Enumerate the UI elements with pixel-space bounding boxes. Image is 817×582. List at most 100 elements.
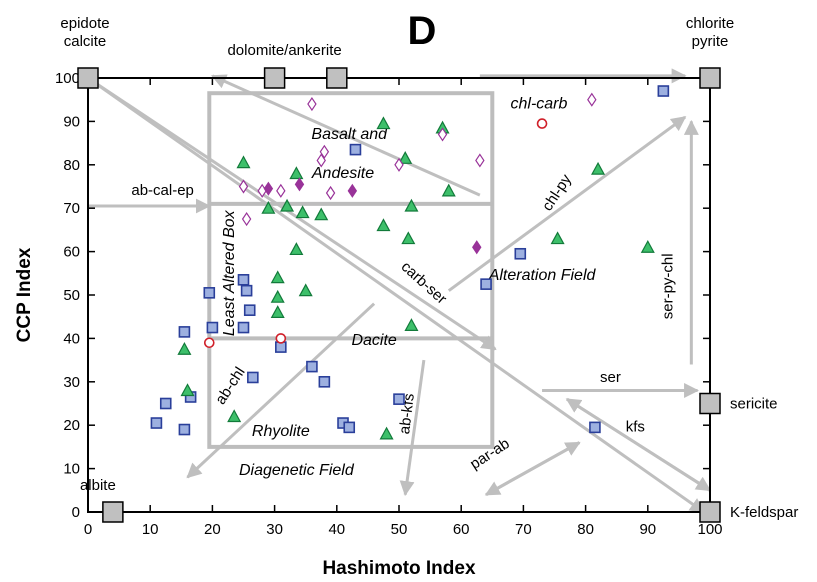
triangle-point <box>441 183 456 197</box>
vector-label: kfs <box>626 419 645 436</box>
open-diamond-point <box>319 144 330 159</box>
x-tick-label: 10 <box>142 521 159 538</box>
filled-diamond-point <box>294 177 305 192</box>
end-member-label: sericite <box>730 396 778 413</box>
triangle-point <box>270 289 285 303</box>
triangle-point <box>177 341 192 355</box>
triangle-point <box>550 231 565 245</box>
x-tick-label: 100 <box>697 521 722 538</box>
x-tick-label: 40 <box>328 521 345 538</box>
y-tick-label: 70 <box>63 200 80 217</box>
y-tick-label: 90 <box>63 113 80 130</box>
open-diamond-point <box>316 153 326 168</box>
y-tick-label: 60 <box>63 244 80 261</box>
square-point <box>247 371 259 384</box>
triangle-point <box>640 240 655 253</box>
end-member-label: epidote <box>60 15 109 32</box>
x-tick-label: 20 <box>204 521 221 538</box>
alteration-vector <box>399 359 426 497</box>
open-diamond-point <box>325 185 336 201</box>
field-label: Dacite <box>351 332 396 349</box>
vector-label: ser-py-chl <box>660 253 677 319</box>
end-member-square <box>699 67 721 89</box>
end-member-label: pyrite <box>692 33 729 50</box>
x-tick-label: 90 <box>639 521 656 538</box>
square-point <box>306 360 318 373</box>
triangle-point <box>227 409 242 423</box>
field-label: Andesite <box>311 165 374 182</box>
square-point <box>480 278 492 290</box>
triangle-point <box>376 116 391 130</box>
square-point <box>206 321 219 334</box>
filled-diamond-point <box>263 181 274 196</box>
vector-label: par-ab <box>467 435 513 473</box>
field-label: Basalt and <box>311 126 388 143</box>
open-diamond-point <box>394 157 404 172</box>
x-tick-label: 30 <box>266 521 283 538</box>
triangle-point <box>295 205 310 219</box>
least-altered-box-outline <box>207 91 495 449</box>
open-circle-point <box>536 118 548 129</box>
end-member-square <box>699 392 721 415</box>
field-label: Rhyolite <box>252 423 310 440</box>
triangle-point <box>314 207 329 221</box>
square-point <box>514 247 527 260</box>
alteration-vector <box>484 441 581 496</box>
vector-label: ab-cal-ep <box>131 182 194 199</box>
end-member-square <box>77 67 99 89</box>
y-tick-label: 20 <box>63 417 80 434</box>
square-point <box>657 85 670 97</box>
least-altered-box <box>207 91 495 449</box>
square-point <box>240 284 253 297</box>
alteration-vectors <box>87 68 712 514</box>
triangle-point <box>280 198 295 212</box>
vector-label: ser <box>600 369 621 386</box>
data-points <box>150 85 670 440</box>
x-axis-ticks: 0 10 20 30 40 50 60 70 80 90 100 <box>84 78 723 538</box>
open-diamond-point <box>307 96 317 112</box>
y-tick-label: 50 <box>63 287 80 304</box>
triangle-point <box>261 200 276 214</box>
triangle-point <box>270 270 285 284</box>
triangle-point <box>379 426 394 440</box>
triangle-point <box>298 283 313 297</box>
square-point <box>178 423 191 436</box>
field-label: Diagenetic Field <box>239 462 355 479</box>
vector-label: ab-chl <box>212 364 249 408</box>
open-diamond-point <box>587 92 597 107</box>
alteration-vector <box>211 74 481 197</box>
square-point <box>150 417 163 429</box>
triangle-point <box>270 305 285 318</box>
y-axis-title: CCP Index <box>14 247 35 342</box>
square-point <box>349 143 362 156</box>
end-member-label: dolomite/ankerite <box>227 42 341 59</box>
triangle-point <box>180 383 195 397</box>
square-point <box>237 321 250 334</box>
panel-letter: D <box>408 9 437 53</box>
field-label: Alteration Field <box>488 267 597 284</box>
field-label: Least Altered Box <box>221 209 238 336</box>
y-tick-label: 80 <box>63 157 80 174</box>
open-diamond-point <box>437 127 448 142</box>
open-diamond-point <box>238 179 249 194</box>
y-tick-label: 30 <box>63 374 80 391</box>
triangle-point <box>398 151 413 164</box>
end-member-label: chlorite <box>686 15 734 32</box>
triangle-point <box>289 242 304 256</box>
open-diamond-point <box>241 211 252 227</box>
end-member-label: calcite <box>64 33 107 50</box>
end-member-square <box>326 67 348 89</box>
open-circle-point <box>275 333 287 344</box>
triangle-point <box>401 231 416 245</box>
square-point <box>318 375 331 388</box>
end-member-label: K-feldspar <box>730 504 798 521</box>
x-tick-label: 80 <box>577 521 594 538</box>
y-tick-label: 40 <box>63 330 80 347</box>
alteration-vector <box>87 76 497 351</box>
x-axis-title: Hashimoto Index <box>322 558 476 579</box>
y-tick-label: 0 <box>72 504 80 521</box>
open-circle-point <box>203 337 215 349</box>
triangle-point <box>404 318 419 331</box>
triangle-point <box>591 161 606 175</box>
